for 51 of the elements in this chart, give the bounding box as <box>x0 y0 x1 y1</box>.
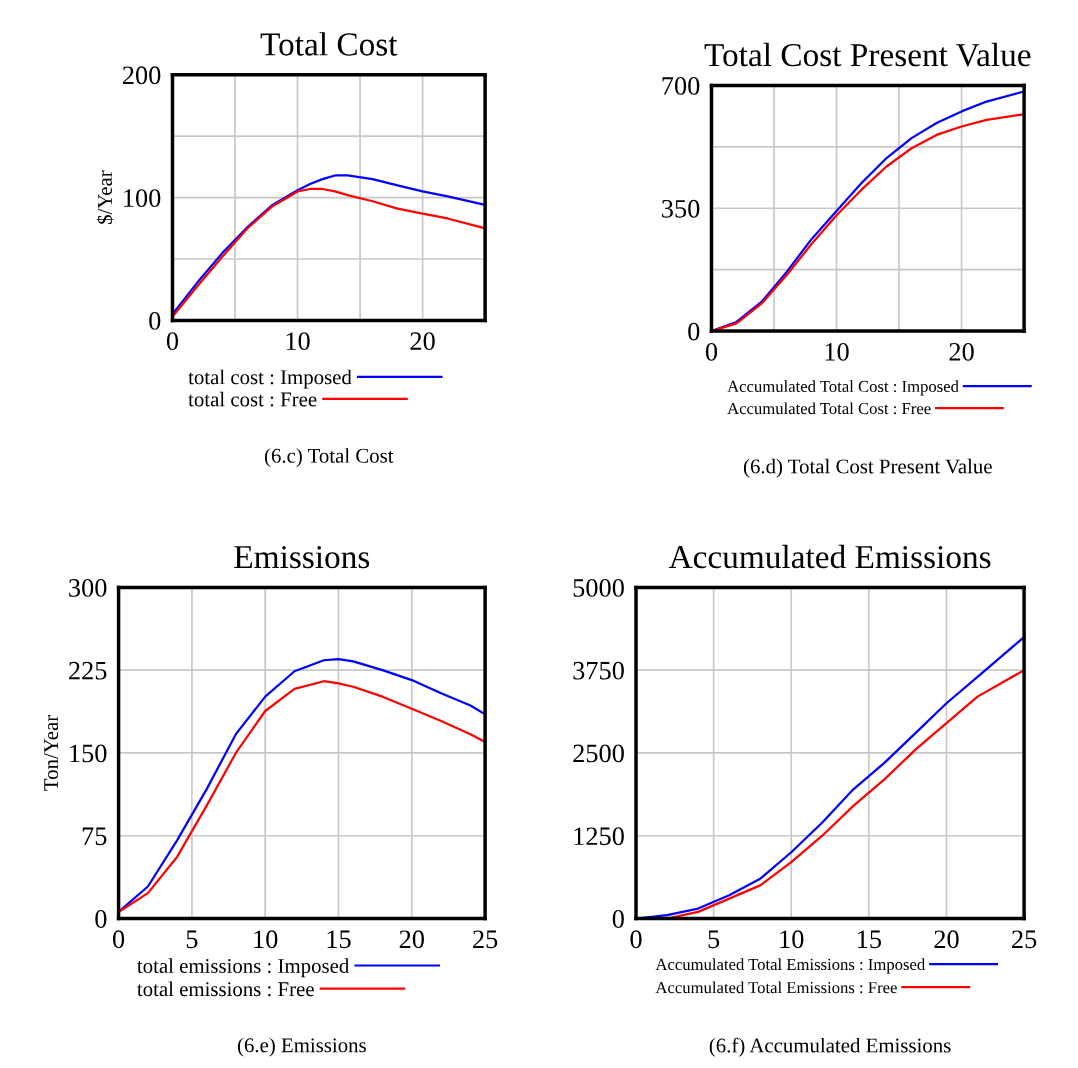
y-tick-label: 75 <box>82 827 107 846</box>
y-tick-label: 0 <box>149 312 161 330</box>
y-tick-label: 5000 <box>573 579 624 597</box>
y-tick-label: 200 <box>122 66 161 85</box>
y-tick-label: 700 <box>662 77 700 95</box>
y-tick-label: 3750 <box>573 661 624 680</box>
legend-label: total emissions : Free <box>137 981 314 997</box>
y-tick-label: 1250 <box>574 827 624 846</box>
y-tick-label: 0 <box>95 910 107 928</box>
text: (6.c) Total Cost <box>264 448 394 468</box>
x-tick-label: 0 <box>166 332 179 351</box>
y-axis-title: $/Year <box>96 170 114 224</box>
x-tick-label: 20 <box>934 930 959 949</box>
y-tick-label: 2500 <box>573 744 624 763</box>
legend-label: total cost : Free <box>188 391 317 407</box>
x-tick-label: 20 <box>949 342 974 361</box>
text: (6.f) Accumulated Emissions <box>709 1037 951 1057</box>
chart-title: Total Cost Present Value <box>704 42 1031 67</box>
x-tick-label: 5 <box>186 930 198 949</box>
x-tick-label: 0 <box>630 930 642 949</box>
legend-label: total emissions : Imposed <box>137 958 350 978</box>
x-tick-label: 20 <box>410 332 435 351</box>
text: (6.e) Emissions <box>237 1037 366 1057</box>
x-tick-label: 0 <box>705 342 718 361</box>
text: (6.d) Total Cost Present Value <box>743 458 992 478</box>
x-tick-label: 10 <box>254 930 278 949</box>
x-tick-label: 25 <box>1012 930 1037 949</box>
y-tick-label: 225 <box>69 661 107 680</box>
y-tick-label: 0 <box>612 910 624 928</box>
legend-label: Accumulated Total Cost : Free <box>727 402 931 415</box>
x-tick-label: 10 <box>825 342 849 361</box>
x-tick-label: 15 <box>327 930 351 949</box>
chart-title: Total Cost <box>260 32 398 56</box>
x-tick-label: 15 <box>857 930 882 949</box>
chart-title: Emissions <box>234 545 370 569</box>
y-tick-label: 150 <box>70 744 107 763</box>
x-tick-label: 10 <box>286 332 310 351</box>
legend-label: Accumulated Total Emissions : Imposed <box>655 958 926 974</box>
x-tick-label: 25 <box>473 930 498 949</box>
y-tick-label: 300 <box>69 579 107 597</box>
x-tick-label: 20 <box>399 930 424 949</box>
x-tick-label: 5 <box>708 930 720 949</box>
chart-title: Accumulated Emissions <box>668 544 991 569</box>
x-tick-label: 10 <box>780 930 804 949</box>
legend-label: total cost : Imposed <box>188 369 352 389</box>
y-tick-label: 350 <box>662 199 700 218</box>
legend-label: Accumulated Total Cost : Imposed <box>727 380 959 396</box>
x-tick-label: 0 <box>112 930 125 949</box>
y-axis-title: Ton/Year <box>44 714 59 791</box>
y-tick-label: 100 <box>124 189 161 207</box>
legend-label: Accumulated Total Emissions : Free <box>655 981 897 994</box>
